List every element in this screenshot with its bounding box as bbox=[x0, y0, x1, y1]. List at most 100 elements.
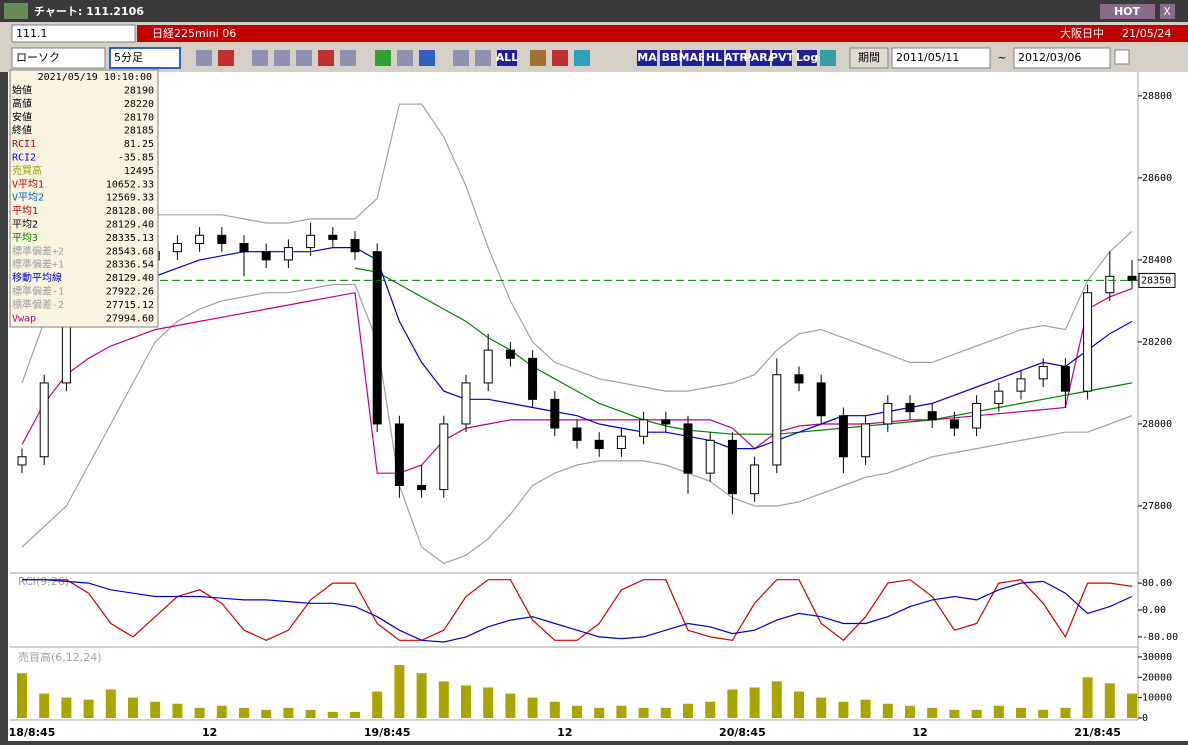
info-value: -35.85 bbox=[118, 153, 154, 164]
bar bbox=[727, 689, 738, 718]
info-label: RCI1 bbox=[12, 139, 36, 150]
icon[interactable] bbox=[820, 50, 836, 66]
icon[interactable] bbox=[252, 50, 268, 66]
candle-body bbox=[505, 349, 515, 359]
candle-body bbox=[905, 402, 915, 413]
icon[interactable] bbox=[704, 50, 724, 66]
tilde: ~ bbox=[997, 51, 1006, 64]
bar bbox=[128, 697, 138, 718]
last-price-label: 28350 bbox=[1141, 275, 1171, 286]
icon[interactable] bbox=[397, 50, 413, 66]
last-price-box bbox=[1138, 272, 1176, 288]
icon[interactable] bbox=[530, 50, 546, 66]
y-tick-label: 27800 bbox=[1142, 501, 1172, 512]
icon[interactable] bbox=[750, 50, 770, 66]
candle-body bbox=[705, 439, 715, 474]
candle-body bbox=[994, 390, 1004, 404]
icon[interactable] bbox=[196, 50, 212, 66]
info-value: 27994.60 bbox=[106, 313, 154, 324]
y-tick-label: 28800 bbox=[1142, 91, 1172, 102]
icon-label[interactable]: MA bbox=[637, 51, 657, 64]
icon-label[interactable]: PVT bbox=[770, 51, 795, 64]
candle-body bbox=[483, 349, 493, 384]
checkbox[interactable] bbox=[1114, 49, 1130, 65]
icon-label[interactable]: Log bbox=[796, 51, 818, 64]
icon[interactable] bbox=[660, 50, 680, 66]
bar bbox=[17, 673, 27, 718]
icon-label[interactable]: MAE bbox=[679, 51, 706, 64]
bar bbox=[283, 707, 294, 718]
window-title: チャート: 111.2106 bbox=[34, 5, 144, 18]
icon-label[interactable]: PARA bbox=[744, 51, 777, 64]
from-input[interactable] bbox=[891, 47, 991, 69]
candle-body bbox=[639, 419, 649, 437]
bar bbox=[239, 707, 249, 718]
icon[interactable] bbox=[682, 50, 702, 66]
from[interactable]: 2011/05/11 bbox=[896, 51, 959, 64]
chart-type-select[interactable] bbox=[11, 47, 106, 69]
symbol-input[interactable] bbox=[11, 24, 136, 43]
bar bbox=[372, 691, 383, 718]
bar bbox=[882, 703, 893, 718]
candle-body bbox=[306, 234, 316, 249]
info-value: 28336.54 bbox=[106, 260, 154, 271]
chart-type[interactable]: ローソク bbox=[16, 51, 60, 64]
app-icon bbox=[4, 3, 28, 19]
icon[interactable] bbox=[453, 50, 469, 66]
icon[interactable] bbox=[497, 50, 517, 66]
bar bbox=[216, 705, 227, 718]
icon[interactable] bbox=[574, 50, 590, 66]
symbol[interactable]: 111.1 bbox=[16, 27, 48, 40]
icon-label[interactable]: ALL bbox=[496, 51, 519, 64]
icon[interactable] bbox=[296, 50, 312, 66]
icon[interactable] bbox=[637, 50, 657, 66]
candle-body bbox=[239, 243, 249, 253]
bar bbox=[771, 681, 782, 718]
icon[interactable] bbox=[318, 50, 334, 66]
bar bbox=[150, 701, 161, 718]
candle-body bbox=[1060, 366, 1070, 392]
icon[interactable] bbox=[797, 50, 817, 66]
toolbar-icons bbox=[196, 50, 836, 66]
icon[interactable] bbox=[375, 50, 391, 66]
hot-label[interactable]: HOT bbox=[1114, 5, 1141, 18]
icon-label[interactable]: BB bbox=[662, 51, 679, 64]
close-label[interactable]: X bbox=[1163, 5, 1171, 18]
icon[interactable] bbox=[475, 50, 491, 66]
hot-button[interactable] bbox=[1100, 4, 1155, 19]
bar bbox=[860, 699, 871, 718]
panel-title: 売買高(6,12,24) bbox=[18, 650, 102, 664]
bar bbox=[305, 709, 316, 718]
candle-body bbox=[1105, 275, 1115, 294]
icon[interactable] bbox=[274, 50, 290, 66]
interval-select[interactable] bbox=[109, 47, 181, 69]
icon[interactable] bbox=[218, 50, 234, 66]
info-label: 標準偏差-1 bbox=[12, 285, 64, 298]
info-label: V平均2 bbox=[12, 192, 44, 204]
period-label[interactable]: 期間 bbox=[858, 51, 880, 64]
interval[interactable]: 5分足 bbox=[114, 51, 143, 64]
period-button[interactable] bbox=[849, 47, 889, 69]
icon-label[interactable]: HL bbox=[706, 51, 722, 64]
to[interactable]: 2012/03/06 bbox=[1018, 51, 1081, 64]
info-label: V平均1 bbox=[12, 178, 44, 190]
to-input[interactable] bbox=[1013, 47, 1111, 69]
info-label: RCI2 bbox=[12, 153, 36, 164]
icon-label[interactable]: ATR bbox=[724, 51, 748, 64]
info-value: 28129.40 bbox=[106, 220, 154, 231]
bar bbox=[105, 689, 116, 718]
candle-body bbox=[328, 234, 338, 240]
icon[interactable] bbox=[552, 50, 568, 66]
bar bbox=[638, 707, 649, 718]
bar bbox=[483, 687, 494, 718]
info-label: 高値 bbox=[12, 97, 32, 110]
info-value: 28185 bbox=[124, 126, 154, 137]
icon[interactable] bbox=[772, 50, 792, 66]
icon[interactable] bbox=[340, 50, 356, 66]
icon[interactable] bbox=[419, 50, 435, 66]
close-button[interactable] bbox=[1160, 4, 1175, 19]
bar bbox=[1060, 707, 1071, 718]
icon[interactable] bbox=[726, 50, 746, 66]
info-value: 28190 bbox=[124, 86, 154, 97]
